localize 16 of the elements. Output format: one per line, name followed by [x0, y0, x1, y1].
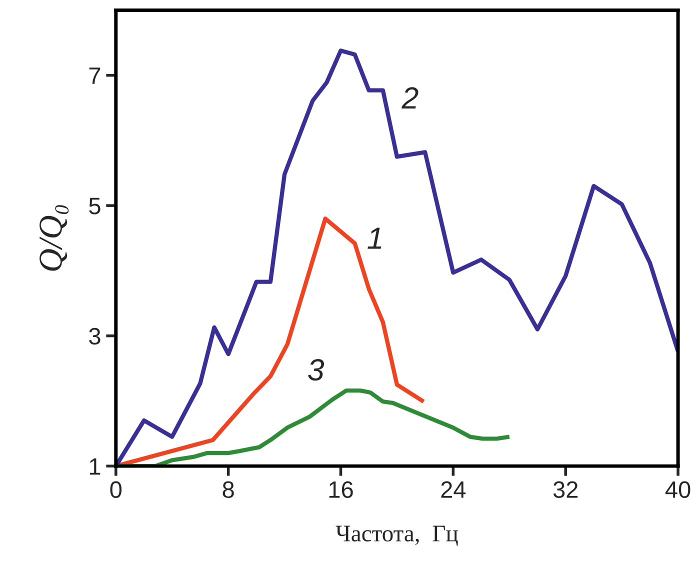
series-label: 2: [402, 87, 418, 108]
x-tick-label: 8: [222, 481, 234, 498]
x-axis-title: Частота, Гц: [336, 526, 458, 546]
x-tick-label: 0: [110, 481, 122, 498]
line-series: [116, 388, 512, 466]
x-tick-label: 24: [441, 481, 466, 498]
x-tick-label: 16: [329, 481, 353, 498]
series-label: 3: [308, 359, 324, 381]
x-tick-label: 32: [553, 481, 578, 498]
y-tick-label: 3: [89, 328, 100, 345]
y-tick-label: 7: [89, 68, 100, 84]
y-axis-title: Q/Q₀: [40, 205, 69, 271]
y-tick-label: 1: [90, 458, 100, 475]
x-tick-label: 40: [665, 481, 690, 498]
y-tick-label: 5: [89, 198, 100, 214]
series-label: 1: [368, 228, 382, 249]
